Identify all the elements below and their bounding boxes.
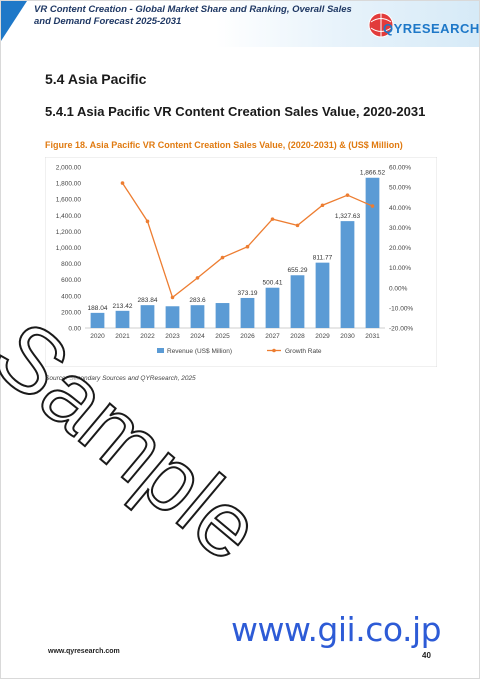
sales-value-chart: 0.00 200.00 400.00 600.00 800.00 1,000.00 1,20… xyxy=(45,157,437,367)
right-axis-tick-label: 20.00% xyxy=(389,245,411,252)
revenue-bar xyxy=(240,297,255,328)
bar-data-label: 213.42 xyxy=(113,303,133,310)
growth-rate-point xyxy=(320,203,325,208)
x-axis-tick-label: 2022 xyxy=(140,333,155,340)
report-title: VR Content Creation - Global Market Shar… xyxy=(34,4,352,27)
left-axis-tick-label: 1,000.00 xyxy=(56,245,82,252)
legend-line-marker xyxy=(272,348,276,353)
growth-rate-point xyxy=(120,181,125,185)
x-axis-tick-label: 2030 xyxy=(340,333,355,340)
right-axis-tick-label: 40.00% xyxy=(389,205,411,212)
right-axis-tick-label: 30.00% xyxy=(389,225,411,232)
growth-rate-point xyxy=(345,193,350,197)
legend-bar-swatch xyxy=(157,348,164,353)
source-note: Source: Secondary Sources and QYResearch… xyxy=(45,375,196,382)
footer-url: www.qyresearch.com xyxy=(48,648,120,655)
x-axis-tick-label: 2020 xyxy=(90,333,105,340)
growth-rate-point xyxy=(270,217,275,221)
growth-rate-point xyxy=(145,219,150,224)
left-axis-tick-label: 1,200.00 xyxy=(56,229,82,236)
header-band xyxy=(1,1,479,47)
right-axis-tick-label: -10.00% xyxy=(389,305,413,312)
bar-data-label: 500.41 xyxy=(263,280,283,287)
revenue-bar xyxy=(215,303,230,328)
left-axis-tick-label: 1,400.00 xyxy=(56,213,82,220)
left-axis-tick-label: 2,000.00 xyxy=(56,165,82,172)
growth-rate-point xyxy=(245,244,250,249)
growth-rate-point xyxy=(220,255,225,260)
qyresearch-logo-icon xyxy=(368,12,394,38)
section-heading: 5.4 Asia Pacific xyxy=(45,71,147,87)
left-axis-tick-label: 1,600.00 xyxy=(56,197,82,204)
left-axis-tick-label: 1,800.00 xyxy=(56,181,82,188)
bar-data-label: 283.6 xyxy=(189,297,206,304)
figure-caption: Figure 18. Asia Pacific VR Content Creat… xyxy=(45,140,403,150)
revenue-bar xyxy=(90,312,105,328)
bar-data-label: 1,327.63 xyxy=(335,213,361,220)
gii-watermark: www.gii.co.jp xyxy=(231,610,442,649)
revenue-bar xyxy=(190,305,205,328)
right-axis-tick-label: -20.00% xyxy=(389,326,413,333)
growth-rate-point xyxy=(295,223,300,228)
growth-rate-point xyxy=(370,204,375,208)
x-axis-tick-label: 2025 xyxy=(215,333,230,340)
x-axis-tick-label: 2029 xyxy=(315,333,330,340)
bar-data-label: 655.29 xyxy=(288,267,308,274)
revenue-bar xyxy=(165,306,180,328)
legend-label-revenue: Revenue (US$ Million) xyxy=(167,348,232,355)
revenue-bar xyxy=(340,221,355,328)
x-axis-tick-label: 2028 xyxy=(290,333,305,340)
left-axis-tick-label: 400.00 xyxy=(61,293,81,300)
left-axis-tick-label: 800.00 xyxy=(61,261,81,268)
logo-wordmark: QYRESEARCH xyxy=(383,21,480,36)
right-axis-tick-label: 50.00% xyxy=(389,185,411,192)
revenue-bar xyxy=(365,177,380,328)
legend-label-growth: Growth Rate xyxy=(285,348,322,355)
x-axis-tick-label: 2023 xyxy=(165,333,180,340)
x-axis-tick-label: 2031 xyxy=(365,333,380,340)
right-axis-tick-label: 10.00% xyxy=(389,265,411,272)
bar-data-label: 188.04 xyxy=(88,305,108,312)
left-axis-tick-label: 200.00 xyxy=(61,309,81,316)
bar-data-label: 373.19 xyxy=(238,290,258,297)
revenue-bar xyxy=(315,262,330,328)
revenue-bar xyxy=(290,275,305,328)
right-axis-tick-label: 60.00% xyxy=(389,165,411,172)
subsection-heading: 5.4.1 Asia Pacific VR Content Creation S… xyxy=(45,104,426,119)
bar-data-label: 1,866.52 xyxy=(360,170,386,177)
growth-rate-point xyxy=(170,295,175,300)
revenue-bar xyxy=(115,310,130,328)
bar-data-label: 811.77 xyxy=(313,255,333,262)
revenue-bar xyxy=(140,305,155,328)
x-axis-tick-label: 2021 xyxy=(115,333,130,340)
page-number: 40 xyxy=(422,651,431,660)
left-axis-tick-label: 0.00 xyxy=(68,326,81,333)
corner-accent xyxy=(1,1,27,41)
revenue-bar xyxy=(265,287,280,328)
bar-data-label: 283.84 xyxy=(138,297,158,304)
x-axis-tick-label: 2027 xyxy=(265,333,280,340)
x-axis-tick-label: 2024 xyxy=(190,333,205,340)
x-axis-tick-label: 2026 xyxy=(240,333,255,340)
left-axis-tick-label: 600.00 xyxy=(61,277,81,284)
growth-rate-point xyxy=(195,276,200,280)
right-axis-tick-label: 0.00% xyxy=(389,285,408,292)
